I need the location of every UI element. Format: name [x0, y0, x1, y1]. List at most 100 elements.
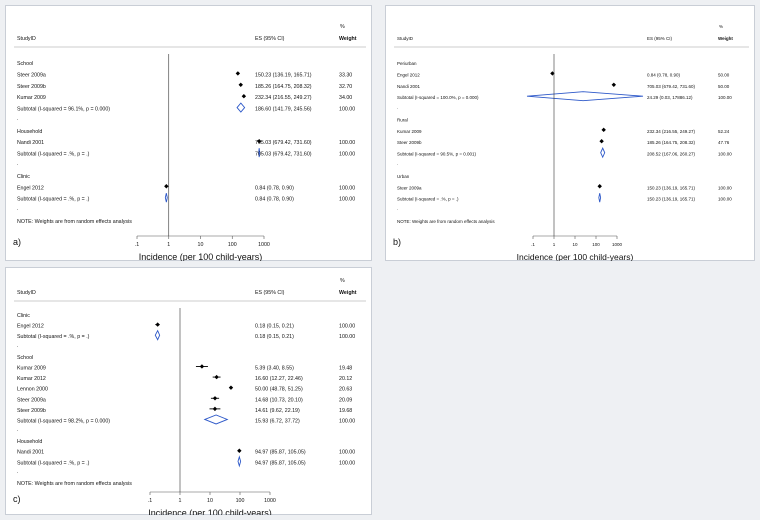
- weight-value: 50.00: [718, 84, 730, 89]
- x-tick-label: 10: [198, 242, 204, 248]
- ci-value: 705.03 (679.42, 731.60): [255, 140, 312, 146]
- subtotal-diamond: [258, 148, 261, 158]
- subtotal-ci: 186.60 (141.79, 245.56): [255, 107, 312, 113]
- x-tick-label: 1000: [612, 242, 623, 247]
- x-axis-label: Incidence (per 100 child-years): [148, 508, 272, 515]
- forest-plot-a: % StudyID ES (95% CI) Weight School Steer 200…: [5, 5, 372, 261]
- study-label: Kumar 2009: [17, 95, 46, 101]
- weight-value: 52.24: [718, 129, 730, 134]
- weight-header: Weight: [339, 36, 357, 42]
- study-label: Engel 2012: [397, 72, 420, 77]
- subtotal-weight: 100.00: [339, 460, 355, 466]
- subtotal-label: Subtotal (I-squared = 100.0%, p = 0.000): [397, 95, 479, 100]
- subtotal-diamond: [598, 193, 602, 203]
- pct-header: %: [340, 278, 345, 284]
- es-header: ES (95% CI): [255, 36, 285, 42]
- group-label: Urban: [397, 174, 410, 179]
- weight-value: 100.00: [339, 450, 355, 456]
- group-spacer: .: [17, 116, 18, 122]
- forest-plot-c: % StudyID ES (95% CI) Weight Clinic Engel 201…: [5, 267, 372, 515]
- x-tick-label: 1000: [258, 242, 270, 248]
- subtotal-diamond: [237, 455, 242, 468]
- group-spacer: .: [17, 343, 18, 349]
- study-label: Kumar 2009: [17, 365, 46, 371]
- study-label: Steer 2009b: [17, 84, 46, 90]
- subtotal-weight: 100.00: [718, 95, 732, 100]
- panel-frame: [5, 5, 372, 261]
- subtotal-ci: 0.18 (0.15, 0.21): [255, 334, 294, 340]
- weight-value: 20.63: [339, 387, 352, 393]
- group-label: School: [17, 355, 33, 361]
- weight-value: 100.00: [339, 324, 355, 330]
- group-label: Periurban: [397, 61, 417, 66]
- subtotal-label: Subtotal (I-squared = .%, p = .): [17, 152, 90, 158]
- group-spacer: .: [397, 206, 398, 211]
- forest-plot-b: % StudyID ES (95% CI) Weight Periurban Engel …: [385, 5, 755, 261]
- weight-value: 20.12: [339, 376, 352, 382]
- ci-value: 16.60 (12.27, 22.46): [255, 376, 303, 382]
- x-tick-label: .1: [135, 242, 139, 248]
- x-tick-label: 1000: [264, 498, 276, 504]
- group-label: School: [17, 61, 33, 67]
- subtotal-label: Subtotal (I-squared = .%, p = .): [17, 197, 90, 203]
- study-label: Engel 2012: [17, 324, 44, 330]
- subtotal-weight: 100.00: [339, 152, 355, 158]
- group-spacer: .: [17, 161, 18, 167]
- study-label: Engel 2012: [17, 185, 44, 191]
- es-header: ES (95% CI): [647, 36, 673, 41]
- group-label: Household: [17, 129, 42, 135]
- group-label: Clinic: [17, 174, 30, 180]
- weight-value: 19.68: [339, 408, 352, 414]
- subtotal-ci: 94.97 (85.87, 105.05): [255, 460, 306, 466]
- x-tick-label: 1: [179, 498, 182, 504]
- subtotal-label: Subtotal (I-squared = .%, p = .): [17, 460, 90, 466]
- ci-value: 232.34 (216.55, 249.27): [255, 95, 312, 101]
- study-label: Kumar 2012: [17, 376, 46, 382]
- x-tick-label: 1: [553, 242, 556, 247]
- study-label: Lennon 2000: [17, 387, 48, 393]
- group-spacer: .: [397, 161, 398, 166]
- study-label: Kumar 2009: [397, 129, 422, 134]
- x-tick-label: .1: [531, 242, 535, 247]
- ci-value: 150.23 (136.19, 165.71): [647, 185, 696, 190]
- ci-value: 5.39 (3.40, 8.55): [255, 365, 294, 371]
- x-tick-label: 10: [207, 498, 213, 504]
- ci-value: 50.00 (48.78, 51.25): [255, 387, 303, 393]
- note-text: NOTE: Weights are from random effects an…: [397, 219, 495, 224]
- subtotal-diamond: [164, 193, 168, 203]
- weight-value: 34.00: [339, 95, 352, 101]
- ci-value: 14.68 (10.73, 20.10): [255, 397, 303, 403]
- note-text: NOTE: Weights are from random effects an…: [17, 481, 132, 487]
- panel-frame: [5, 267, 372, 515]
- ci-value: 185.26 (164.75, 208.32): [647, 140, 696, 145]
- panel-label: c): [13, 494, 21, 504]
- point-estimate: [235, 71, 241, 76]
- point-estimate: [164, 184, 169, 189]
- ci-value: 150.23 (136.19, 165.71): [255, 72, 312, 78]
- subtotal-label: Subtotal (I-squared = 90.5%, p = 0.001): [397, 152, 477, 157]
- point-estimate: [611, 82, 617, 87]
- subtotal-weight: 100.00: [339, 107, 355, 113]
- subtotal-label: Subtotal (I-squared = .%, p = .): [397, 197, 459, 202]
- point-estimate: [238, 82, 243, 87]
- group-label: Household: [17, 439, 42, 445]
- x-tick-label: 100: [236, 498, 245, 504]
- x-axis-label: Incidence (per 100 child-years): [139, 252, 263, 261]
- study-label: Steer 2009a: [397, 185, 422, 190]
- weight-value: 100.00: [339, 185, 355, 191]
- subtotal-weight: 100.00: [718, 152, 732, 157]
- x-tick-label: .1: [148, 498, 152, 504]
- point-estimate: [241, 94, 247, 99]
- weight-value: 100.00: [339, 140, 355, 146]
- note-text: NOTE: Weights are from random effects an…: [17, 219, 132, 225]
- point-estimate: [256, 139, 262, 144]
- weight-value: 47.76: [718, 140, 730, 145]
- group-spacer: .: [17, 427, 18, 433]
- subtotal-weight: 100.00: [339, 418, 355, 424]
- study-header: StudyID: [397, 36, 414, 41]
- subtotal-label: Subtotal (I-squared = 96.1%, p = 0.000): [17, 107, 110, 113]
- point-estimate: [601, 127, 606, 133]
- subtotal-diamond: [526, 91, 644, 102]
- subtotal-diamond: [600, 147, 606, 159]
- subtotal-ci: 705.03 (679.42, 731.60): [255, 152, 312, 158]
